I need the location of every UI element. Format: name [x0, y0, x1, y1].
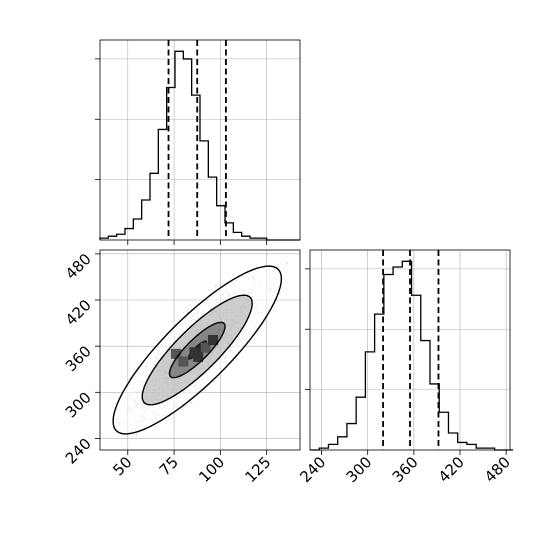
scatter-point	[285, 262, 288, 264]
y-hist-xtick-label-4: 480	[481, 453, 514, 486]
scatter-xtick-label-3: 125	[242, 453, 275, 486]
scatter-ytick-label-4: 480	[62, 250, 95, 283]
scatter-point	[190, 401, 193, 404]
x-hist-steps	[99, 50, 300, 241]
y-histogram-panel: 240 300 360 420 480	[296, 249, 514, 486]
y-hist-steps	[310, 260, 514, 451]
scatter-ytick-label-2: 360	[62, 342, 95, 375]
y-hist-xtick-label-3: 420	[435, 453, 468, 486]
y-hist-xtick-label-0: 240	[296, 453, 329, 486]
y-hist-xtick-label-2: 360	[389, 453, 422, 486]
scatter-xtick-label-2: 100	[195, 453, 228, 486]
scatter-point	[187, 311, 189, 314]
x-hist-frame	[99, 39, 301, 241]
y-hist-frame	[309, 249, 511, 451]
scatter-point	[214, 285, 217, 287]
scatter-point	[135, 434, 138, 436]
contour-line-1	[141, 294, 253, 406]
y-hist-xtick-label-1: 300	[343, 453, 376, 486]
scatter-ytick-label-1: 300	[62, 388, 95, 421]
density-block-4	[170, 348, 181, 359]
x-histogram-panel	[95, 39, 301, 245]
scatter-xtick-label-0: 50	[109, 453, 135, 479]
contour-line-0	[112, 265, 283, 435]
scatter-ytick-label-0: 240	[62, 435, 95, 468]
scatter-frame	[99, 249, 301, 451]
scatter-panel: 50 75 100 125 240 300 360 420 480	[62, 249, 301, 486]
density-block-0	[178, 356, 189, 367]
density-block-3	[207, 335, 218, 345]
density-block-5	[193, 351, 204, 362]
contour-line-2	[168, 321, 226, 379]
scatter-ytick-label-3: 420	[62, 296, 95, 329]
scatter-xtick-label-1: 75	[156, 453, 182, 479]
scatter-point	[276, 266, 279, 268]
density-block-2	[200, 342, 211, 353]
